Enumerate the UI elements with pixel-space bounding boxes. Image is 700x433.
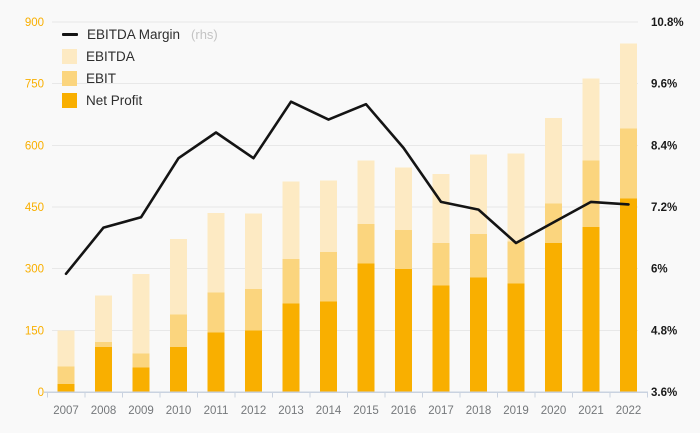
bar-net-profit-2022 (620, 198, 637, 392)
x-axis-label-2017: 2017 (428, 405, 454, 417)
bar-net-profit-2007 (57, 383, 75, 392)
legend-label: EBITDA (86, 48, 135, 64)
line-swatch-icon (62, 32, 78, 36)
right-axis-tick-label: 6% (651, 264, 668, 276)
bar-net-profit-2012 (245, 330, 262, 392)
legend-label: EBITDA Margin (87, 26, 181, 42)
x-axis-label-2021: 2021 (578, 405, 604, 417)
ebitda-margin-line (64, 100, 630, 276)
bar-net-profit-2014 (320, 301, 337, 392)
x-axis-label-2018: 2018 (466, 405, 492, 417)
left-axis-tick-label: 600 (25, 140, 44, 152)
bar-net-profit-2010 (170, 346, 187, 392)
x-axis-label-2013: 2013 (278, 405, 304, 417)
x-axis-label-2007: 2007 (53, 405, 79, 417)
x-axis-label-2019: 2019 (503, 405, 529, 417)
bar-net-profit-2019 (507, 283, 525, 392)
x-axis-label-2014: 2014 (316, 405, 342, 417)
x-axis-label-2012: 2012 (241, 405, 267, 417)
left-axis-tick-label: 0 (38, 387, 44, 399)
square-swatch-icon (62, 48, 77, 64)
legend-item-net-profit: Net Profit (62, 92, 218, 108)
right-axis-tick-label: 7.2% (651, 202, 677, 214)
right-axis-tick-label: 9.6% (651, 79, 677, 91)
legend-item-ebitda-margin: EBITDA Margin (rhs) (62, 26, 218, 42)
bar-net-profit-2009 (132, 367, 150, 392)
bar-net-profit-2008 (95, 346, 112, 392)
bar-net-profit-2011 (207, 332, 225, 392)
legend-item-ebitda: EBITDA (62, 48, 218, 64)
bar-net-profit-2021 (582, 227, 600, 392)
left-axis-tick-label: 150 (25, 325, 44, 337)
legend-label: Net Profit (86, 92, 143, 108)
left-axis-tick-label: 900 (25, 17, 44, 29)
bar-net-profit-2013 (282, 303, 300, 392)
x-axis-label-2010: 2010 (166, 405, 192, 417)
legend-label: EBIT (86, 70, 117, 86)
bar-net-profit-2015 (357, 263, 375, 392)
x-axis-label-2020: 2020 (541, 405, 567, 417)
x-axis-label-2008: 2008 (91, 405, 117, 417)
left-axis-tick-label: 450 (25, 202, 44, 214)
x-axis-label-2009: 2009 (128, 405, 154, 417)
square-swatch-icon (62, 70, 77, 86)
right-axis-tick-label: 3.6% (651, 387, 677, 399)
right-axis-tick-label: 8.4% (651, 140, 677, 152)
bar-net-profit-2017 (432, 285, 450, 392)
left-axis-tick-label: 300 (25, 264, 44, 276)
left-axis-tick-label: 750 (25, 79, 44, 91)
right-axis-tick-label: 10.8% (651, 17, 684, 29)
legend-rhs-suffix: (rhs) (191, 26, 218, 42)
bar-net-profit-2018 (470, 277, 487, 392)
legend: EBITDA Margin (rhs) EBITDA EBIT Net Prof… (62, 26, 218, 108)
square-swatch-icon (62, 92, 77, 108)
bar-net-profit-2020 (545, 243, 562, 392)
x-axis-label-2015: 2015 (353, 405, 379, 417)
x-axis-label-2016: 2016 (391, 405, 417, 417)
bar-net-profit-2016 (395, 269, 412, 392)
x-axis-label-2022: 2022 (616, 405, 642, 417)
x-axis-label-2011: 2011 (204, 405, 229, 417)
right-axis-tick-label: 4.8% (651, 325, 677, 337)
legend-item-ebit: EBIT (62, 70, 218, 86)
